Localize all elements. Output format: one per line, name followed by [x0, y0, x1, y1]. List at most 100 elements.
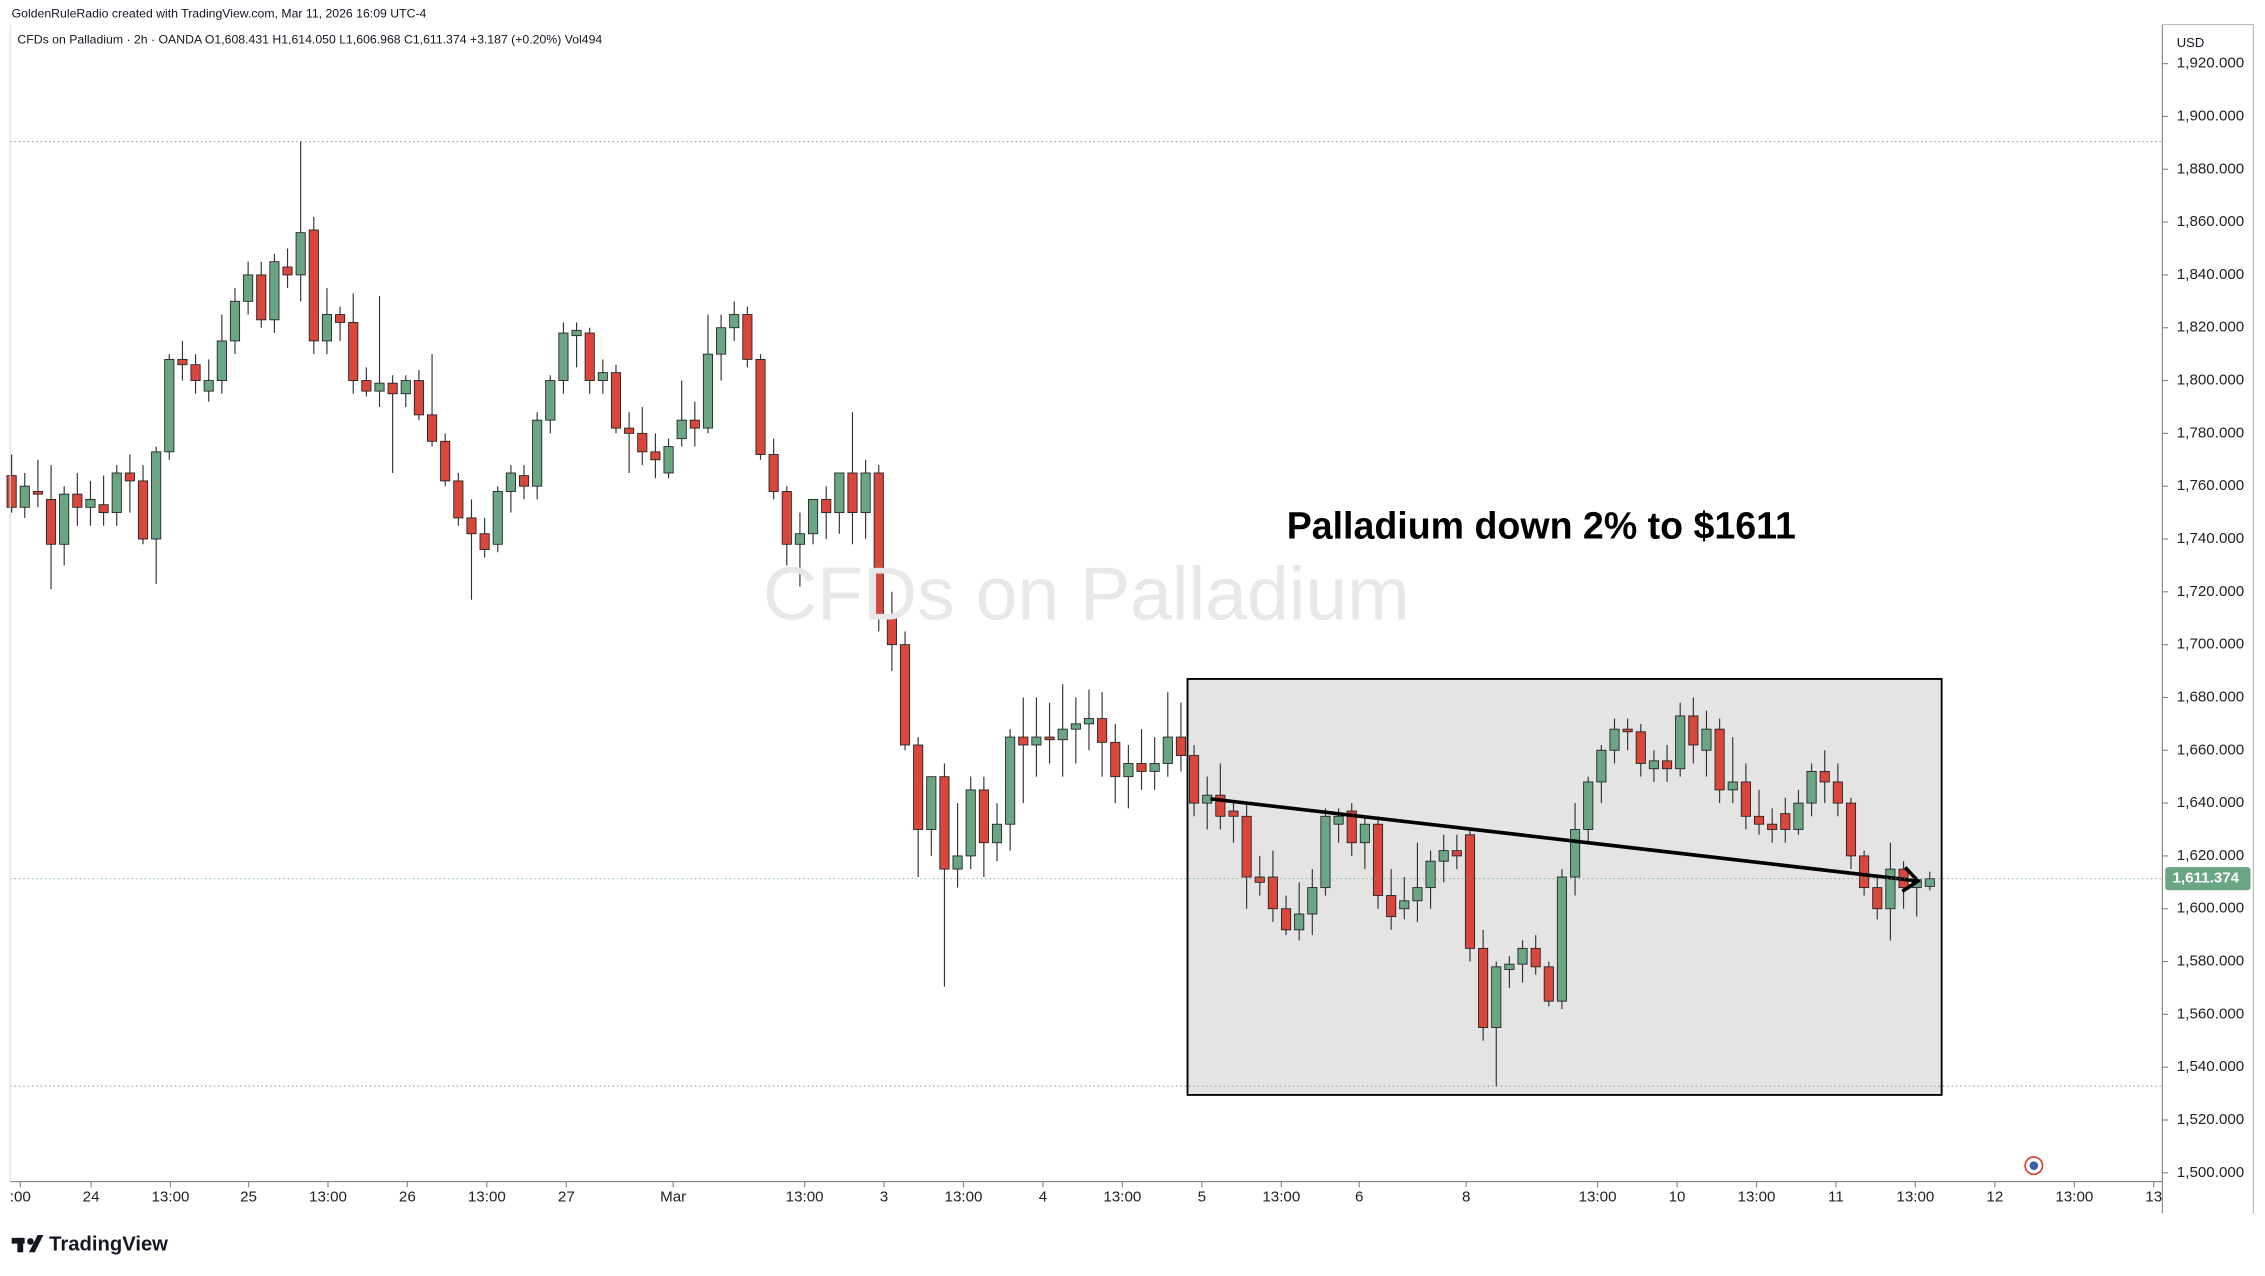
x-tick-label: 27: [558, 1188, 575, 1205]
last-price-box: [2165, 867, 2251, 891]
candle-body: [479, 533, 490, 551]
candle-body: [413, 380, 424, 416]
candle-body: [1727, 781, 1738, 791]
y-tick-label: 1,540.000: [2177, 1058, 2244, 1075]
candle-body: [650, 451, 661, 461]
candle-body: [1097, 718, 1108, 743]
x-tick-label: 24: [83, 1188, 100, 1205]
candle-body: [1583, 781, 1594, 830]
candle-body: [689, 419, 700, 429]
x-tick-label: 13:00: [468, 1188, 506, 1205]
y-tick-label: 1,800.000: [2177, 372, 2244, 389]
candle-body: [1530, 947, 1541, 968]
candle-body: [1596, 749, 1607, 783]
header: GoldenRuleRadio created with TradingView…: [12, 7, 427, 21]
y-tick-label: 1,780.000: [2177, 424, 2244, 441]
candle-body: [1136, 763, 1147, 772]
watermark: CFDs on Palladium: [763, 551, 1410, 635]
candle-body: [282, 266, 293, 276]
candle-body: [440, 440, 451, 482]
candle-body: [1740, 781, 1751, 817]
candle-body: [124, 472, 135, 482]
candle-body: [584, 332, 595, 381]
candle-body: [190, 364, 201, 381]
candle-body: [1202, 794, 1213, 804]
candle-body: [1189, 755, 1200, 804]
candle-body: [1780, 813, 1791, 830]
x-tick-label: 13:00: [152, 1188, 190, 1205]
candle-body: [1438, 850, 1449, 862]
candle-body: [1346, 810, 1357, 844]
subtitle: CFDs on Palladium · 2h · OANDA O1,608.43…: [17, 33, 602, 47]
candle-body: [1845, 802, 1857, 857]
candle-body: [1478, 947, 1489, 1029]
candle-body: [85, 498, 96, 508]
candle-body: [374, 382, 385, 392]
candle-body: [229, 300, 241, 342]
candle-body: [1859, 855, 1870, 889]
candle-body: [1399, 900, 1410, 910]
candle-body: [1504, 963, 1515, 970]
candle-body: [1386, 895, 1397, 918]
brand-logo[interactable]: TradingView: [11, 1233, 169, 1255]
candle-body: [663, 446, 674, 474]
candle-body: [256, 274, 267, 321]
candle-body: [1149, 763, 1160, 772]
candle-body: [348, 322, 359, 381]
candle-body: [1031, 736, 1042, 746]
candle-body: [1333, 815, 1344, 825]
y-tick-label: 1,580.000: [2177, 953, 2244, 970]
y-tick-label: 1,840.000: [2177, 266, 2244, 283]
candle-body: [1057, 728, 1068, 741]
candle-body: [1464, 834, 1476, 949]
candle-body: [216, 340, 227, 381]
candle-body: [729, 314, 740, 329]
candle-body: [702, 353, 714, 429]
candle-body: [59, 493, 70, 545]
candle-body: [453, 480, 464, 519]
candle-body: [1359, 823, 1370, 844]
candle-body: [427, 414, 438, 442]
candle-body: [1110, 741, 1121, 778]
candle-body: [203, 380, 214, 392]
candle-body: [1609, 728, 1620, 751]
candle-body: [1307, 887, 1318, 915]
candle-body: [545, 380, 556, 421]
candle-body: [1162, 736, 1173, 764]
y-tick-label: 1,820.000: [2177, 319, 2244, 336]
candle-body: [518, 475, 530, 487]
y-tick-label: 1,520.000: [2177, 1111, 2244, 1128]
x-tick-label: Mar: [660, 1188, 686, 1205]
x-tick-label: 8: [1462, 1188, 1470, 1205]
candle-body: [1267, 876, 1278, 910]
candle-body: [1018, 736, 1029, 746]
candle-body: [834, 472, 845, 514]
annotation: Palladium down 2% to $1611: [1287, 505, 1796, 547]
candle-body: [899, 644, 911, 746]
candle-body: [821, 498, 832, 514]
x-tick-label: 13:00: [945, 1188, 983, 1205]
candle-body: [164, 358, 175, 453]
candle-body: [991, 823, 1003, 844]
candle-body: [781, 491, 792, 545]
candle-body: [965, 789, 976, 857]
candle-body: [295, 232, 306, 276]
candle-body: [676, 419, 687, 440]
candle-body: [72, 493, 83, 508]
x-tick-label: 13:00: [309, 1188, 347, 1205]
candle-body: [1819, 770, 1830, 783]
candle-body: [1753, 815, 1765, 825]
candle-body: [151, 451, 162, 540]
candle-body: [571, 329, 582, 337]
candle-body: [1570, 829, 1581, 878]
trend-arrow: [1210, 797, 1919, 883]
candle-body: [1701, 728, 1712, 751]
candle-body: [98, 504, 109, 514]
candle-body: [400, 380, 411, 395]
candle-body: [558, 332, 569, 381]
candle-body: [939, 776, 950, 870]
x-tick-label: 11: [1828, 1188, 1844, 1205]
y-tick-label: 1,720.000: [2177, 583, 2244, 600]
y-tick-label: 1,660.000: [2177, 741, 2244, 758]
